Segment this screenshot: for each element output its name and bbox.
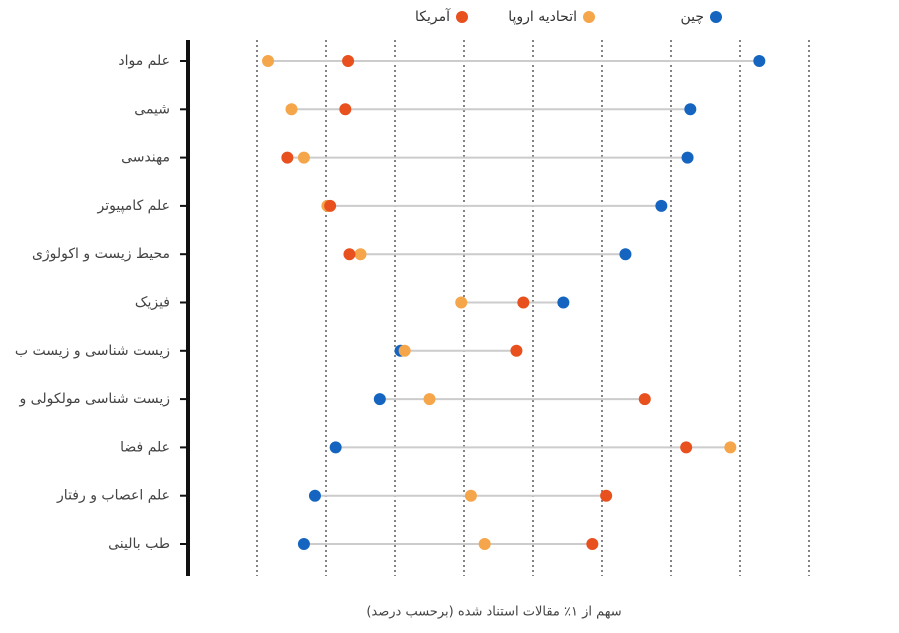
dot: [478, 538, 491, 550]
dot: [638, 393, 651, 406]
dot: [354, 248, 367, 261]
dot: [262, 55, 275, 67]
legend-marker: [583, 11, 595, 23]
y-tick-label: علم کامپیوتر: [97, 198, 171, 214]
dot: [398, 344, 411, 357]
y-tick-label: طب بالینی: [108, 536, 170, 552]
dot: [586, 538, 599, 550]
y-tick-label: علم فضا: [120, 439, 170, 455]
dot: [423, 393, 436, 406]
dot: [619, 248, 632, 261]
dot: [339, 103, 352, 116]
dot: [684, 103, 697, 116]
dot: [517, 296, 530, 309]
legend-marker: [456, 11, 468, 23]
dot: [681, 151, 694, 164]
legend-label: چین: [680, 9, 704, 25]
dot: [343, 248, 356, 261]
x-axis-title: سهم از ۱٪ مقالات استناد شده (برحسب درصد): [366, 605, 621, 620]
y-tick-label: محیط زیست و اکولوژی: [32, 246, 170, 262]
y-tick-label: شیمی: [134, 101, 170, 117]
dot: [724, 441, 737, 454]
dot: [680, 441, 693, 454]
dot: [324, 199, 337, 212]
dot: [455, 296, 468, 309]
dot: [308, 489, 321, 502]
dot: [510, 344, 523, 357]
dot: [285, 103, 298, 116]
dot: [600, 489, 613, 502]
dot: [329, 441, 342, 454]
y-tick-label: زیست شناسی مولکولی و: [18, 391, 170, 407]
y-tick-label: زیست شناسی و زیست ب: [15, 343, 170, 359]
dot: [373, 393, 386, 406]
dot: [753, 55, 766, 67]
y-tick-label: مهندسی: [121, 150, 170, 166]
dot: [655, 199, 668, 212]
legend-label: آمریکا: [415, 8, 451, 25]
dot: [557, 296, 570, 309]
legend-label: اتحادیه اروپا: [508, 9, 577, 25]
y-tick-label: علم اعصاب و رفتار: [56, 488, 170, 504]
dot: [464, 489, 477, 502]
dot: [297, 151, 310, 164]
y-tick-label: فیزیک: [135, 295, 170, 311]
legend-marker: [710, 11, 722, 23]
y-tick-label: علم مواد: [118, 53, 170, 69]
dot: [297, 538, 310, 550]
dot: [281, 151, 294, 164]
dot: [342, 55, 355, 67]
